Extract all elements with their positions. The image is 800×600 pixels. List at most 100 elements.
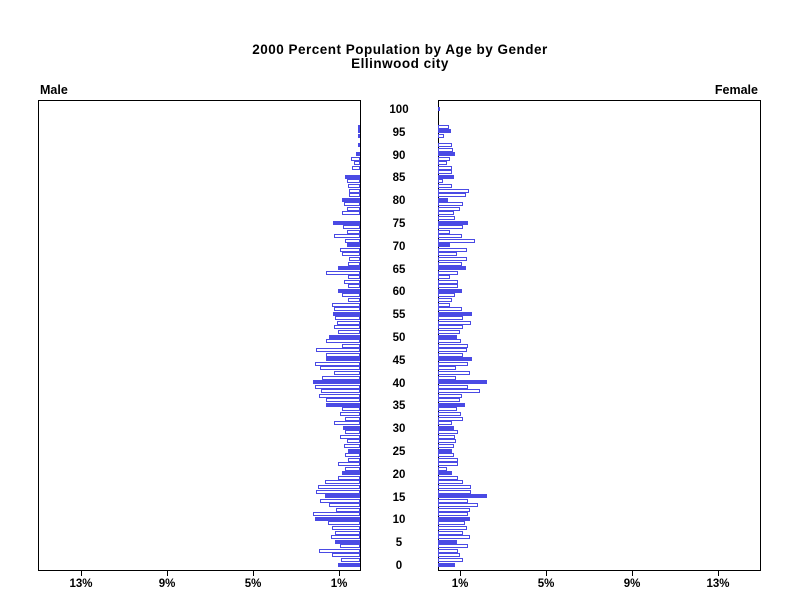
female-age-14-bar: [438, 499, 468, 503]
female-age-76-bar: [438, 216, 455, 220]
male-age-37-bar: [319, 394, 360, 398]
female-age-79-bar: [438, 202, 463, 206]
female-age-91-bar: [438, 148, 453, 152]
male-age-38-bar: [321, 389, 360, 393]
female-age-42-bar: [438, 371, 470, 375]
age-tick-label-50: 50: [392, 332, 406, 344]
male-age-48-bar: [342, 344, 360, 348]
male-age-87-bar: [352, 166, 360, 170]
male-age-42-bar: [334, 371, 360, 375]
female-age-13-bar: [438, 503, 478, 507]
male-age-50-bar: [329, 335, 360, 339]
female-age-52-bar: [438, 325, 463, 329]
percent-tick-label-5%: 5%: [537, 578, 555, 590]
female-age-86-bar: [438, 170, 452, 174]
male-age-58-bar: [348, 298, 360, 302]
male-age-70-bar: [347, 243, 360, 247]
female-age-58-bar: [438, 298, 452, 302]
female-age-32-bar: [438, 417, 463, 421]
age-tick-label-10: 10: [392, 514, 406, 526]
female-age-34-bar: [438, 407, 457, 411]
female-panel-label: Female: [714, 83, 758, 97]
female-age-94-bar: [438, 134, 444, 138]
female-age-49-bar: [438, 339, 461, 343]
female-age-56-bar: [438, 307, 462, 311]
female-age-44-bar: [438, 362, 468, 366]
female-age-78-bar: [438, 207, 460, 211]
percent-tick-label-13%: 13%: [706, 578, 730, 590]
percent-tick-label-5%: 5%: [244, 578, 262, 590]
female-age-65-bar: [438, 266, 466, 270]
female-age-92-bar: [438, 143, 452, 147]
male-age-71-bar: [345, 239, 360, 243]
female-age-59-bar: [438, 293, 455, 297]
male-age-63-bar: [348, 275, 360, 279]
male-age-85-bar: [345, 175, 360, 179]
female-age-87-bar: [438, 166, 452, 170]
male-age-95-bar: [358, 129, 360, 133]
male-age-27-bar: [347, 439, 360, 443]
male-age-43-bar: [320, 366, 360, 370]
male-age-30-bar: [343, 426, 360, 430]
female-age-75-bar: [438, 221, 468, 225]
female-age-11-bar: [438, 512, 468, 516]
age-tick-label-25: 25: [392, 446, 406, 458]
male-age-88-bar: [354, 161, 360, 165]
age-tick-label-0: 0: [395, 560, 403, 572]
percent-tick: [718, 570, 719, 576]
male-age-17-bar: [318, 485, 360, 489]
male-age-33-bar: [340, 412, 360, 416]
percent-tick: [339, 570, 340, 576]
female-age-20-bar: [438, 471, 452, 475]
percent-tick: [632, 570, 633, 576]
female-age-12-bar: [438, 508, 470, 512]
male-age-92-bar: [358, 143, 360, 147]
female-age-31-bar: [438, 421, 452, 425]
female-age-61-bar: [438, 284, 458, 288]
male-age-56-bar: [334, 307, 360, 311]
male-age-51-bar: [338, 330, 360, 334]
percent-tick-label-9%: 9%: [158, 578, 176, 590]
male-age-7-bar: [335, 531, 360, 535]
age-tick-label-95: 95: [392, 127, 406, 139]
percent-tick-label-9%: 9%: [623, 578, 641, 590]
male-age-15-bar: [325, 494, 360, 498]
female-age-54-bar: [438, 316, 463, 320]
male-age-67-bar: [349, 257, 360, 261]
male-age-69-bar: [340, 248, 360, 252]
female-age-35-bar: [438, 403, 465, 407]
male-age-83-bar: [348, 184, 360, 188]
female-age-25-bar: [438, 449, 452, 453]
age-tick-label-70: 70: [392, 241, 406, 253]
female-age-29-bar: [438, 430, 458, 434]
age-tick-label-65: 65: [392, 264, 406, 276]
female-age-62-bar: [438, 280, 458, 284]
chart-title: 2000 Percent Population by Age by Gender: [252, 42, 548, 57]
male-plot-area: [38, 100, 361, 571]
age-tick-label-20: 20: [392, 469, 406, 481]
male-age-4-bar: [340, 544, 360, 548]
male-panel-label: Male: [40, 83, 68, 97]
male-age-28-bar: [340, 435, 360, 439]
female-age-88-bar: [438, 161, 447, 165]
male-age-60-bar: [338, 289, 360, 293]
female-age-39-bar: [438, 385, 468, 389]
male-age-35-bar: [326, 403, 360, 407]
female-age-53-bar: [438, 321, 471, 325]
male-age-24-bar: [345, 453, 360, 457]
female-age-27-bar: [438, 439, 456, 443]
male-age-20-bar: [342, 471, 360, 475]
female-age-17-bar: [438, 485, 471, 489]
female-age-22-bar: [438, 462, 458, 466]
male-age-81-bar: [349, 193, 360, 197]
age-tick-label-60: 60: [392, 286, 406, 298]
female-age-10-bar: [438, 517, 470, 521]
female-age-96-bar: [438, 125, 449, 129]
male-age-90-bar: [356, 152, 360, 156]
male-age-21-bar: [345, 467, 360, 471]
female-age-9-bar: [438, 521, 465, 525]
age-tick-label-5: 5: [395, 537, 403, 549]
male-age-1-bar: [341, 558, 360, 562]
male-age-49-bar: [326, 339, 360, 343]
